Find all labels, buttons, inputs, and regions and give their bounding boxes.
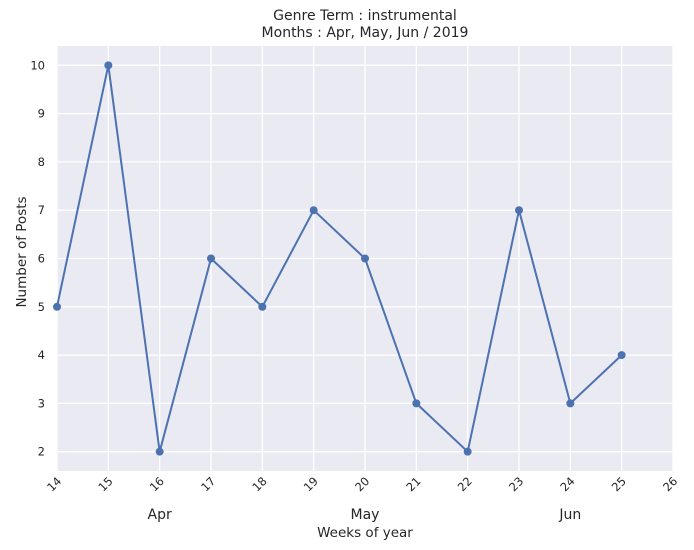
data-point bbox=[155, 447, 164, 456]
x-tick-label: 22 bbox=[455, 474, 475, 494]
y-tick-label: 2 bbox=[38, 445, 45, 459]
data-points bbox=[53, 61, 626, 456]
x-tick-label: 21 bbox=[403, 474, 423, 494]
y-axis-label: Number of Posts bbox=[14, 196, 30, 308]
x-tick-label: 25 bbox=[609, 474, 629, 494]
data-point bbox=[566, 399, 575, 408]
month-label: May bbox=[351, 507, 380, 523]
y-tick-label: 8 bbox=[38, 155, 45, 169]
x-tick-label: 20 bbox=[352, 474, 372, 494]
data-point bbox=[258, 302, 267, 311]
y-tick-label: 9 bbox=[38, 107, 45, 121]
month-label: Apr bbox=[148, 507, 172, 523]
series-line bbox=[56, 64, 623, 453]
x-axis-ticks: 14 15 16 17 18 19 20 21 22 23 24 25 26 bbox=[44, 474, 680, 494]
x-tick-label: 26 bbox=[660, 474, 680, 494]
x-tick-label: 24 bbox=[557, 474, 577, 494]
data-point bbox=[361, 254, 369, 263]
x-tick-label: 15 bbox=[95, 474, 115, 494]
data-point bbox=[207, 254, 215, 263]
y-tick-label: 5 bbox=[38, 300, 45, 314]
x-tick-label: 19 bbox=[301, 474, 321, 494]
data-point bbox=[617, 351, 626, 360]
x-tick-label: 23 bbox=[506, 474, 526, 494]
y-tick-label: 6 bbox=[38, 252, 45, 266]
data-point bbox=[515, 206, 523, 215]
chart-subtitle: Months : Apr, May, Jun / 2019 bbox=[261, 25, 469, 41]
month-labels: Apr May Jun bbox=[148, 507, 582, 523]
x-axis-label: Weeks of year bbox=[317, 525, 413, 541]
x-tick-label: 17 bbox=[198, 474, 218, 494]
data-point bbox=[463, 447, 472, 456]
y-tick-label: 3 bbox=[38, 396, 45, 410]
data-point bbox=[309, 206, 318, 215]
data-point bbox=[53, 302, 61, 311]
y-tick-label: 7 bbox=[38, 203, 45, 217]
y-tick-label: 4 bbox=[38, 348, 45, 362]
data-point bbox=[104, 61, 113, 70]
x-tick-label: 14 bbox=[44, 474, 64, 494]
x-tick-label: 16 bbox=[147, 474, 167, 494]
y-axis-ticks: 2 3 4 5 6 7 8 9 10 bbox=[30, 58, 45, 458]
data-point bbox=[412, 399, 421, 408]
chart-title: Genre Term : instrumental bbox=[273, 8, 457, 24]
month-label: Jun bbox=[558, 507, 581, 523]
y-tick-label: 10 bbox=[30, 58, 45, 72]
x-tick-label: 18 bbox=[249, 474, 269, 494]
